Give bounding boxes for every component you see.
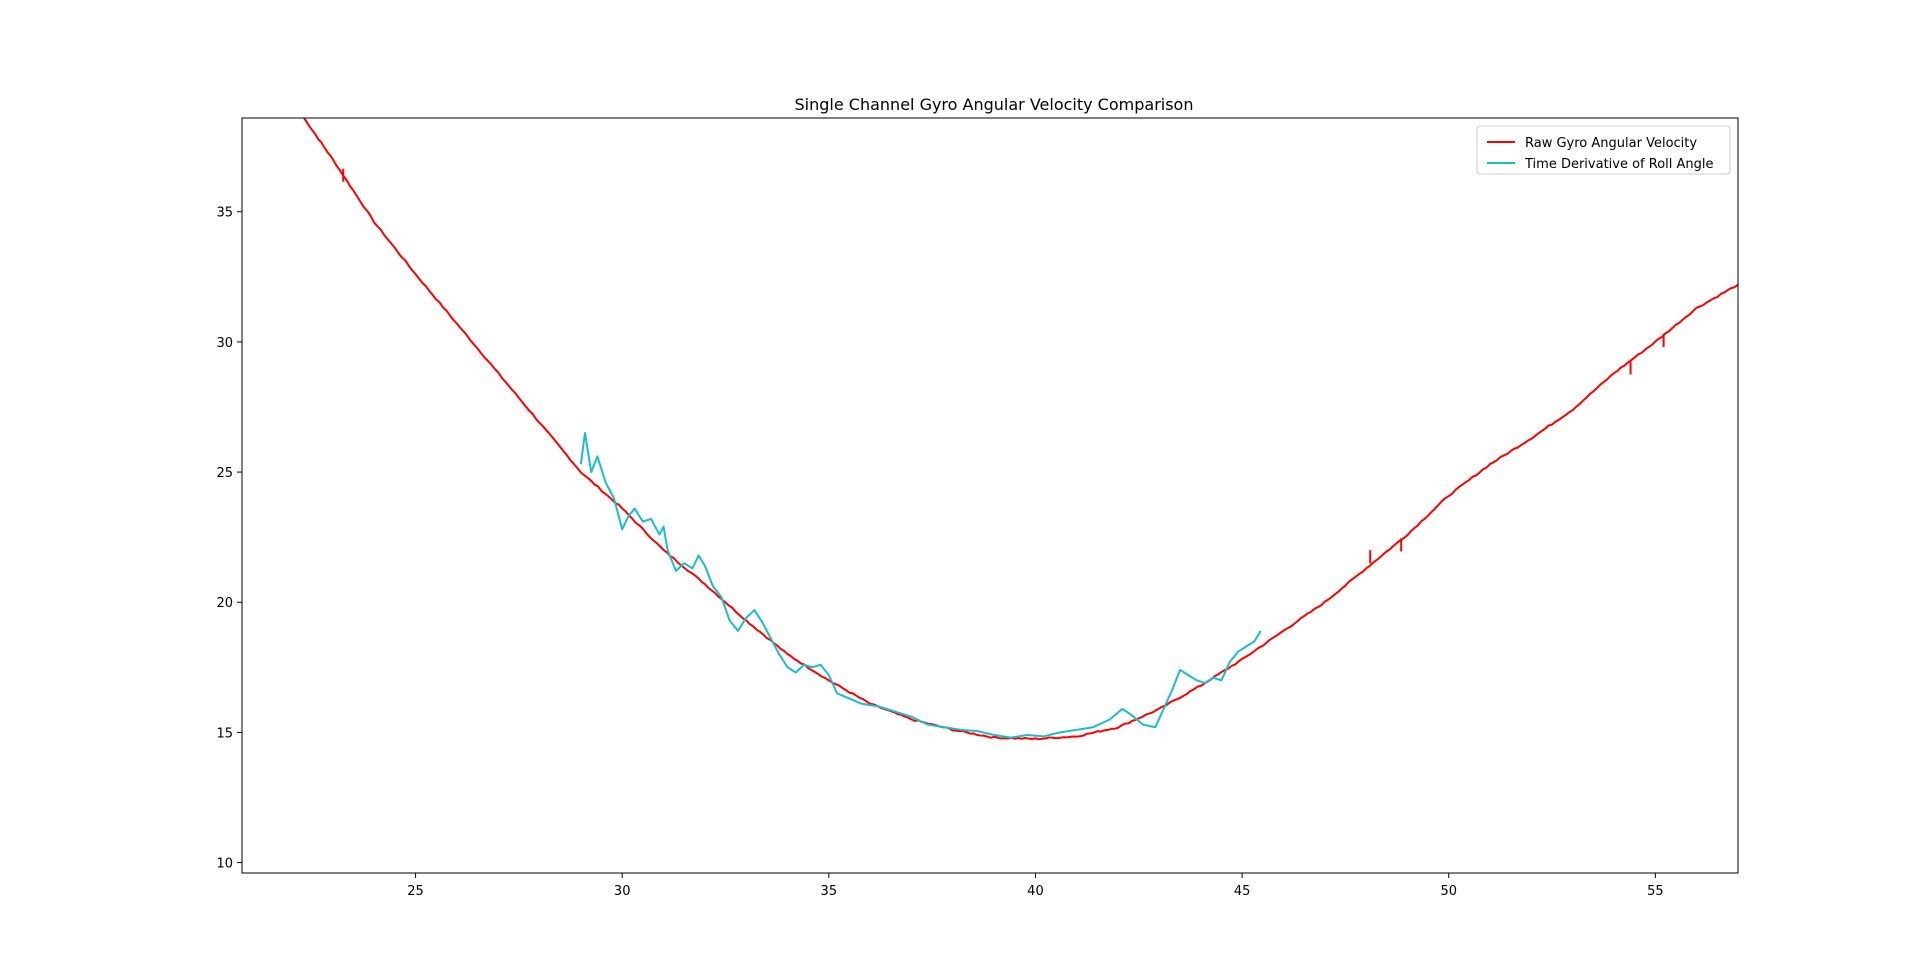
series-line-roll-derivative [579, 432, 1262, 739]
x-tick-label: 45 [1234, 884, 1251, 899]
x-tick-label: 25 [407, 884, 424, 899]
y-tick-label: 20 [216, 596, 233, 611]
chart-title: Single Channel Gyro Angular Velocity Com… [795, 95, 1194, 114]
y-tick-label: 25 [216, 466, 233, 481]
series-line-raw-gyro [303, 118, 1738, 741]
legend-box [1476, 125, 1731, 175]
y-tick-label: 30 [216, 336, 233, 351]
y-tick-label: 10 [216, 857, 233, 872]
x-tick-label: 40 [1027, 884, 1044, 899]
x-tick-label: 50 [1440, 884, 1457, 899]
legend-label: Time Derivative of Roll Angle [1524, 157, 1714, 172]
x-tick-label: 55 [1647, 884, 1664, 899]
x-tick-label: 30 [614, 884, 631, 899]
plot-frame [241, 117, 1739, 874]
y-tick-label: 35 [216, 206, 233, 221]
y-tick-label: 15 [216, 726, 233, 741]
x-tick-label: 35 [821, 884, 838, 899]
legend-label: Raw Gyro Angular Velocity [1525, 136, 1697, 151]
